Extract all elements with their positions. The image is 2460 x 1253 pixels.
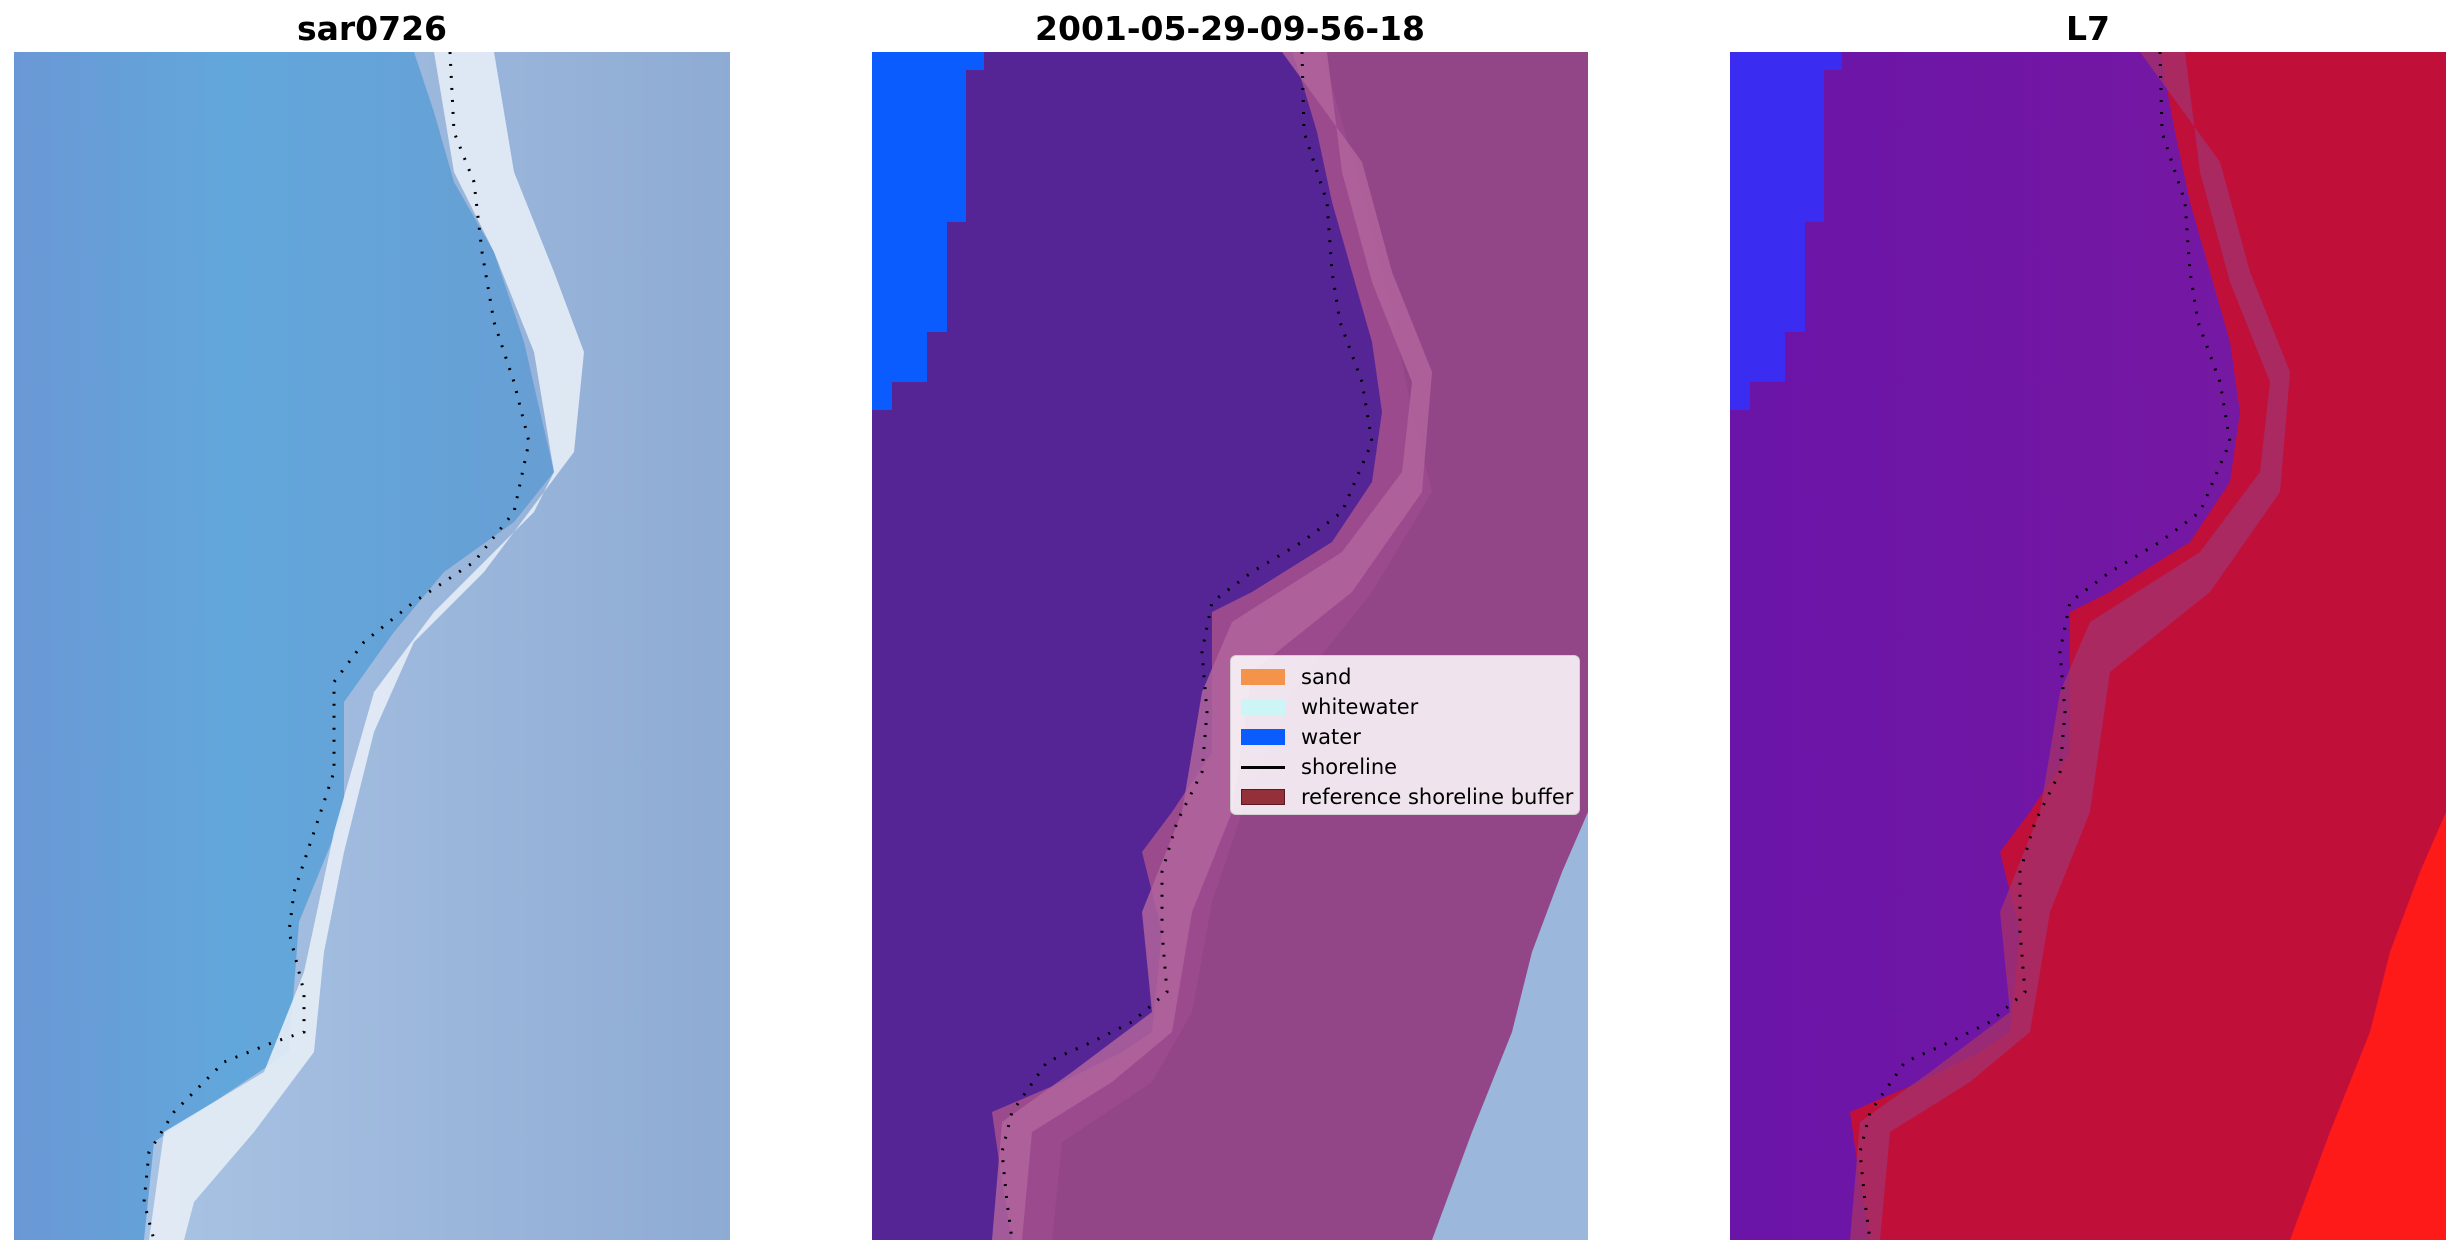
panel-title-rgb: sar0726 [296, 9, 448, 48]
legend-label: whitewater [1301, 695, 1419, 719]
sand-swatch-icon [1241, 669, 1285, 685]
water-swatch-icon [1241, 729, 1285, 745]
blue-area [1730, 52, 1842, 410]
transition-band [1850, 52, 2290, 1240]
legend-item-water: water [1241, 722, 1569, 752]
panel-title-mndwi: L7 [2066, 9, 2110, 48]
shoreline-line [1858, 52, 2232, 1240]
sand-class-inner [1052, 52, 1588, 1240]
mndwi-image [1730, 52, 2446, 1240]
legend-label: water [1301, 725, 1361, 749]
rgb-image-panel [14, 52, 730, 1240]
buffer-band [992, 52, 1432, 1240]
rgb-image [14, 52, 730, 1240]
shoreline-line-icon [1241, 765, 1285, 769]
whitewater-class-area [1432, 812, 1588, 1240]
classified-image-panel [872, 52, 1588, 1240]
panel-title-classified: 2001-05-29-09-56-18 [1035, 9, 1425, 48]
classified-image [872, 52, 1588, 1240]
legend-label: shoreline [1301, 755, 1398, 779]
mndwi-image-panel [1730, 52, 2446, 1240]
legend-item-sand: sand [1241, 662, 1569, 692]
water-class-area [872, 52, 984, 410]
rgb-whitewater-band [149, 52, 584, 1240]
legend-item-whitewater: whitewater [1241, 692, 1569, 722]
legend-label: sand [1301, 665, 1352, 689]
legend-item-buffer: reference shoreline buffer [1241, 782, 1573, 812]
whitewater-swatch-icon [1241, 699, 1285, 715]
rgb-sand-area [144, 52, 730, 1240]
buffer-swatch-icon [1241, 789, 1285, 805]
shoreline-line [1000, 52, 1374, 1240]
bright-red-area [2290, 812, 2446, 1240]
red-area [1850, 52, 2446, 1240]
legend-item-shoreline: shoreline [1241, 752, 1569, 782]
legend-label: reference shoreline buffer [1301, 785, 1574, 809]
legend: sand whitewater water shoreline referenc… [1230, 655, 1580, 815]
